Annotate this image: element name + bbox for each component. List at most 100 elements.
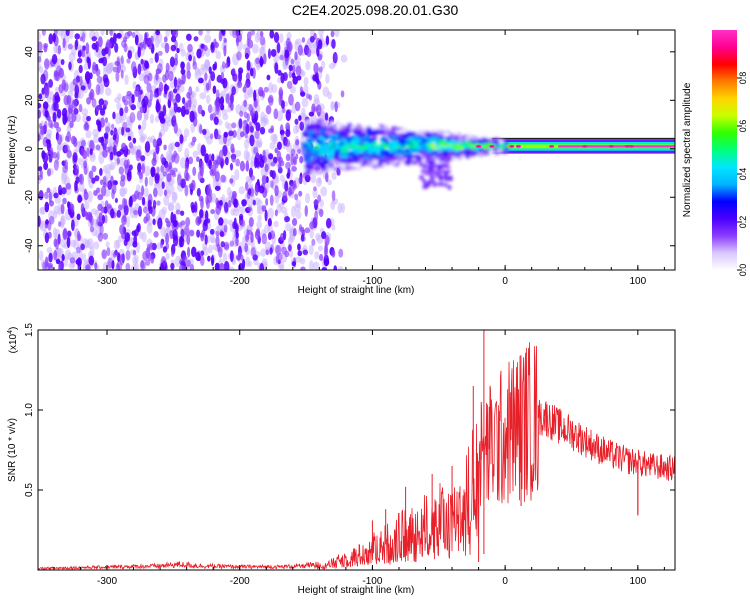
noise-cell — [214, 171, 220, 182]
noise-cell — [279, 174, 285, 182]
noise-cell — [38, 109, 41, 119]
noise-cell — [69, 257, 76, 264]
noise-cell — [299, 121, 305, 131]
noise-cell — [143, 165, 151, 177]
signal-cell — [457, 146, 463, 151]
signal-cell — [354, 138, 361, 144]
signal-cell — [316, 140, 324, 144]
noise-cell — [41, 30, 46, 36]
signal-peak — [476, 144, 482, 148]
noise-cell — [42, 261, 46, 270]
noise-cell — [105, 241, 110, 248]
signal-cell — [338, 141, 345, 147]
noise-cell — [88, 170, 94, 180]
noise-cell — [123, 99, 129, 106]
noise-cell — [170, 35, 177, 43]
noise-cell — [163, 36, 168, 43]
noise-cell — [55, 239, 59, 250]
signal-cell — [340, 163, 347, 168]
y-tick-label: 0.5 — [24, 483, 35, 497]
noise-cell — [126, 58, 131, 64]
noise-cell — [246, 197, 254, 208]
noise-cell — [192, 166, 197, 177]
noise-cell — [271, 170, 276, 180]
noise-cell — [62, 197, 67, 205]
signal-cell — [354, 151, 361, 155]
noise-cell — [188, 183, 195, 190]
noise-cell — [331, 172, 337, 180]
noise-cell — [282, 191, 288, 201]
signal-cell — [306, 127, 312, 132]
noise-cell — [267, 232, 272, 241]
noise-cell — [174, 255, 181, 267]
noise-cell — [207, 183, 211, 194]
noise-cell — [76, 213, 81, 221]
noise-cell — [52, 32, 56, 43]
noise-cell — [224, 121, 230, 129]
snr-y-ticks: 0.5 1.0 1.5 — [24, 323, 675, 497]
noise-cell — [256, 137, 263, 148]
noise-cell — [239, 205, 246, 215]
noise-cell — [218, 149, 224, 162]
noise-cell — [132, 249, 137, 256]
noise-cell — [219, 231, 225, 238]
signal-cell — [423, 185, 429, 189]
noise-cell — [116, 32, 122, 39]
noise-cell — [38, 190, 44, 201]
noise-cell — [53, 159, 59, 171]
noise-cell — [320, 186, 328, 197]
y-tick-label: 20 — [24, 94, 35, 106]
noise-cell — [115, 70, 120, 83]
noise-cell — [162, 246, 168, 253]
noise-cell — [299, 155, 304, 164]
noise-cell — [165, 30, 171, 38]
noise-cell — [210, 71, 216, 82]
signal-cell — [440, 155, 445, 159]
x-tick-label: -100 — [362, 576, 382, 587]
signal-cell — [388, 143, 394, 149]
noise-cell — [144, 176, 148, 187]
noise-cell — [155, 143, 160, 155]
signal-cell — [348, 166, 357, 170]
noise-cell — [166, 173, 172, 183]
signal-cell — [418, 176, 424, 180]
noise-cell — [228, 266, 235, 270]
signal-cell — [418, 156, 423, 161]
noise-cell — [116, 102, 122, 110]
noise-cell — [224, 62, 229, 69]
noise-cell — [197, 170, 204, 182]
noise-cell — [250, 30, 256, 36]
noise-cell — [334, 30, 340, 38]
noise-cell — [167, 201, 174, 211]
noise-cell — [89, 153, 96, 162]
noise-cell — [164, 217, 169, 224]
noise-cell — [294, 51, 298, 61]
noise-cell — [71, 219, 75, 232]
noise-cell — [259, 30, 264, 38]
noise-cell — [116, 61, 121, 74]
snr-y-multiplier-exp: 4 — [7, 330, 14, 334]
noise-cell — [199, 124, 203, 134]
noise-cell — [261, 205, 267, 212]
signal-cell — [351, 156, 359, 162]
noise-cell — [266, 74, 271, 81]
noise-cell — [43, 42, 49, 49]
signal-cell — [370, 149, 379, 155]
noise-cell — [206, 193, 213, 203]
noise-cell — [144, 141, 151, 153]
signal-cell — [368, 138, 375, 143]
noise-cell — [264, 163, 269, 173]
signal-cell — [318, 136, 325, 141]
noise-cell — [248, 121, 253, 129]
noise-cell — [124, 198, 128, 207]
noise-cell — [268, 153, 274, 160]
signal-cell — [378, 129, 384, 134]
noise-cell — [198, 77, 204, 84]
noise-cell — [200, 63, 208, 71]
noise-cell — [95, 68, 101, 77]
signal-cell — [332, 167, 341, 171]
signal-band-peak — [558, 145, 675, 148]
noise-cell — [91, 97, 97, 108]
signal-cell — [420, 144, 426, 149]
noise-cell — [218, 262, 225, 270]
